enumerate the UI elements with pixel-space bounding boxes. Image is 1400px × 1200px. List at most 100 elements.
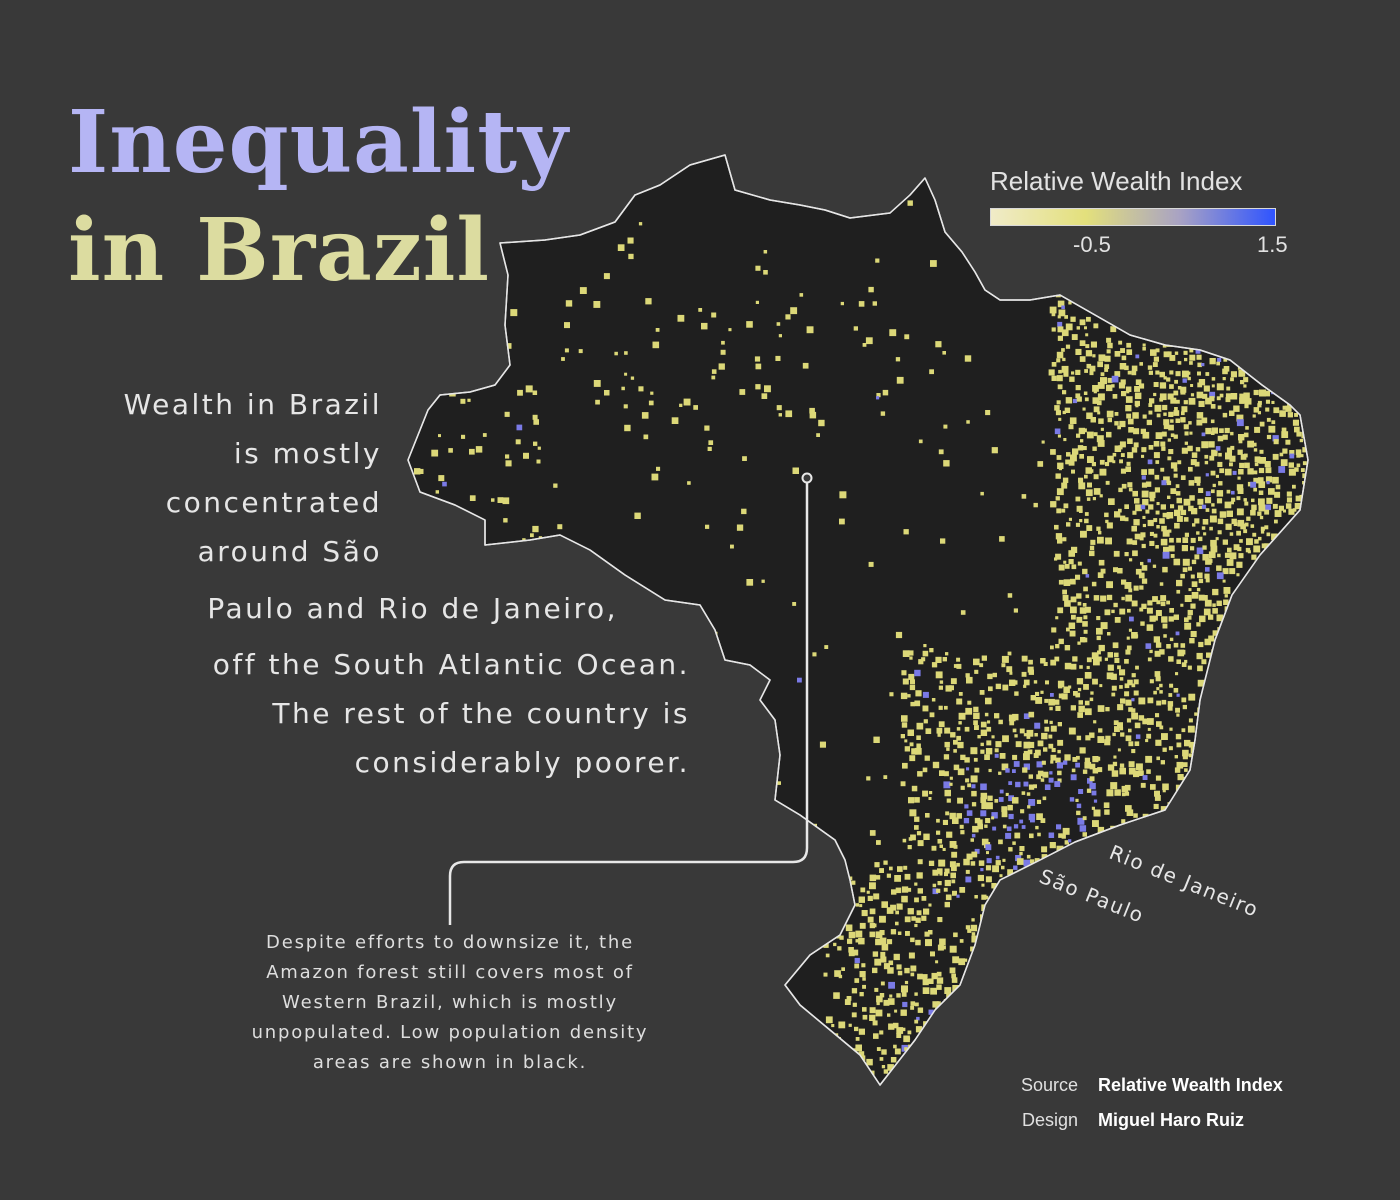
wealth-cell (1062, 410, 1066, 415)
wealth-cell (1237, 294, 1243, 300)
wealth-cell (936, 818, 940, 823)
wealth-cell (1190, 574, 1195, 579)
wealth-cell (1203, 914, 1207, 918)
wealth-cell (624, 372, 628, 376)
wealth-cell (1290, 635, 1297, 643)
wealth-cell (1028, 741, 1035, 748)
wealth-cell (1091, 278, 1098, 285)
wealth-cell (1128, 487, 1133, 492)
wealth-cell (1232, 851, 1238, 856)
wealth-cell (1258, 833, 1263, 838)
wealth-cell (944, 987, 952, 994)
wealth-cell (1223, 676, 1230, 683)
wealth-cell (1310, 701, 1317, 708)
wealth-cell (1238, 250, 1244, 256)
wealth-cell (1182, 967, 1189, 974)
wealth-cell (915, 939, 921, 946)
wealth-cell (1063, 686, 1070, 693)
wealth-cell (1303, 368, 1308, 374)
wealth-cell (1204, 711, 1210, 717)
wealth-cell (1162, 404, 1168, 411)
wealth-cell (1259, 621, 1265, 627)
wealth-cell (1083, 586, 1088, 592)
wealth-cell (1149, 398, 1155, 404)
wealth-cell (1035, 979, 1039, 983)
wealth-cell (1239, 620, 1247, 628)
wealth-cell (1174, 509, 1181, 517)
wealth-cell (1092, 397, 1100, 404)
wealth-cell (1055, 288, 1059, 292)
wealth-cell (1049, 842, 1056, 849)
wealth-cell (1301, 257, 1308, 265)
wealth-cell (1243, 644, 1249, 650)
wealth-cell (1223, 753, 1227, 758)
wealth-cell (1218, 734, 1223, 739)
wealth-cell (1296, 351, 1302, 357)
wealth-cell (1057, 538, 1063, 544)
wealth-cell (915, 1065, 920, 1071)
note-line: Amazon forest still covers most of (266, 962, 634, 983)
wealth-cell (974, 848, 980, 854)
note-line: Despite efforts to downsize it, the (266, 932, 634, 953)
wealth-cell (1204, 573, 1210, 579)
wealth-cell (777, 781, 781, 785)
wealth-cell (1099, 1013, 1106, 1020)
wealth-cell (1096, 616, 1101, 621)
wealth-cell (1141, 475, 1146, 480)
wealth-cell (1125, 301, 1132, 308)
wealth-cell (1057, 770, 1062, 776)
wealth-cell (995, 951, 1001, 957)
wealth-cell (922, 767, 928, 773)
wealth-cell (993, 929, 998, 933)
wealth-cell (1182, 558, 1190, 566)
wealth-cell (704, 425, 710, 431)
wealth-cell (1253, 284, 1260, 291)
wealth-cell (974, 669, 979, 674)
wealth-cell (1163, 412, 1167, 416)
wealth-cell (1049, 958, 1057, 966)
wealth-cell (1250, 615, 1255, 620)
wealth-cell (1079, 825, 1087, 832)
wealth-cell (868, 286, 874, 293)
wealth-cell (883, 963, 890, 970)
wealth-cell (1034, 1008, 1039, 1014)
wealth-cell (1125, 805, 1132, 812)
wealth-cell (1169, 203, 1173, 208)
wealth-cell (1084, 369, 1088, 373)
wealth-cell (1311, 239, 1316, 244)
wealth-cell (1278, 978, 1284, 985)
wealth-cell (971, 851, 978, 858)
wealth-cell (1238, 659, 1244, 665)
wealth-cell (1118, 508, 1122, 513)
wealth-cell (1169, 608, 1174, 613)
wealth-cell (1231, 490, 1235, 495)
wealth-cell (1029, 949, 1035, 955)
wealth-cell (1056, 351, 1064, 359)
wealth-cell (1054, 970, 1058, 974)
wealth-cell (412, 322, 419, 329)
wealth-cell (1051, 312, 1056, 317)
wealth-cell (1302, 783, 1308, 789)
wealth-cell (837, 880, 843, 886)
wealth-cell (1162, 789, 1166, 793)
wealth-cell (1170, 231, 1177, 238)
wealth-cell (1282, 1019, 1289, 1026)
wealth-cell (1208, 551, 1216, 559)
wealth-cell (1184, 532, 1189, 537)
wealth-cell (1009, 979, 1015, 985)
wealth-cell (1092, 862, 1097, 867)
wealth-cell (776, 322, 781, 326)
wealth-cell (1028, 784, 1035, 790)
wealth-cell (845, 924, 853, 932)
wealth-cell (1279, 630, 1284, 635)
wealth-cell (621, 817, 628, 825)
wealth-cell (1055, 938, 1062, 945)
wealth-cell (1076, 616, 1083, 623)
wealth-cell (1142, 1047, 1149, 1054)
wealth-cell (1274, 998, 1281, 1005)
wealth-cell (986, 858, 992, 864)
wealth-cell (1124, 791, 1130, 796)
wealth-cell (907, 1037, 911, 1041)
wealth-cell (1153, 615, 1158, 621)
wealth-cell (1124, 1002, 1130, 1008)
